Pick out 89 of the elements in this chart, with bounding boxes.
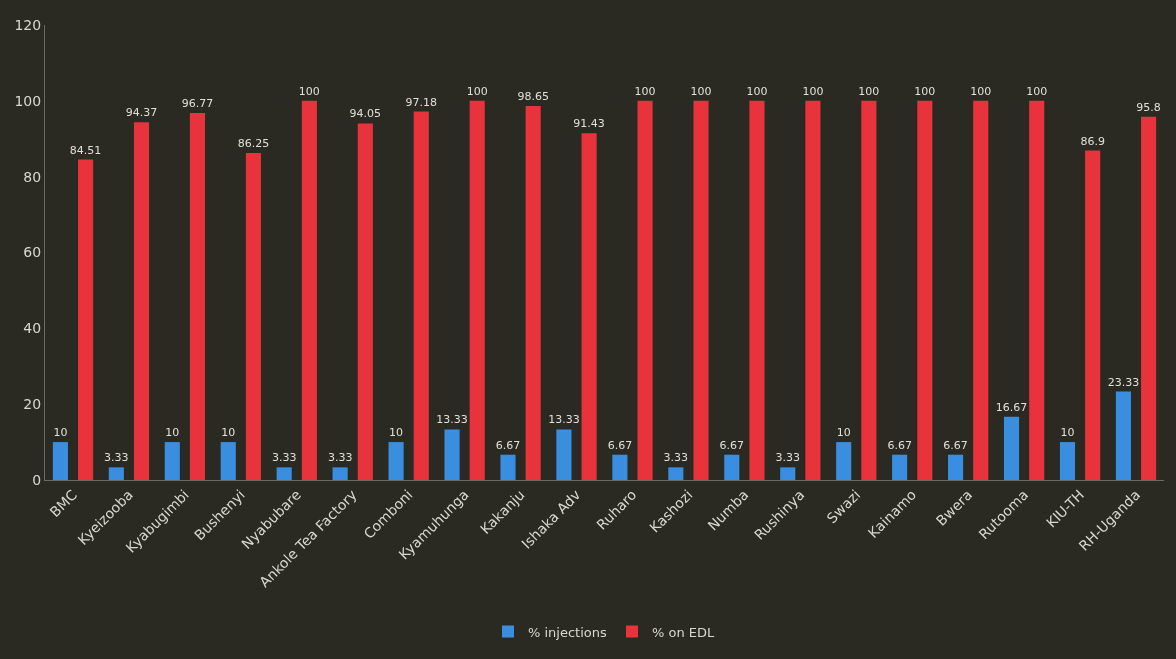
bar xyxy=(332,467,348,480)
bar xyxy=(189,113,206,480)
bar xyxy=(164,442,180,480)
bar xyxy=(973,100,989,480)
bar xyxy=(668,467,684,480)
bar xyxy=(612,454,628,480)
bar xyxy=(1003,416,1020,480)
data-label: 10 xyxy=(165,426,180,440)
bar xyxy=(693,100,709,480)
data-label: 94.05 xyxy=(349,107,382,121)
data-label: 10 xyxy=(836,426,851,440)
data-label: 3.33 xyxy=(663,451,689,465)
y-tick-label: 100 xyxy=(14,92,42,109)
data-label: 91.43 xyxy=(573,117,605,131)
data-label: 98.65 xyxy=(517,89,549,103)
bar xyxy=(301,100,317,480)
data-label: 100 xyxy=(802,84,824,98)
bar xyxy=(581,133,597,480)
data-label: 86.9 xyxy=(1080,134,1105,148)
data-label: 6.67 xyxy=(943,438,968,452)
data-label: 23.33 xyxy=(1107,375,1140,389)
bar xyxy=(108,467,124,480)
data-label: 96.77 xyxy=(181,97,214,111)
y-tick-label: 80 xyxy=(23,168,42,185)
data-label: 100 xyxy=(970,84,992,98)
y-tick-label: 20 xyxy=(23,396,42,413)
data-label: 100 xyxy=(634,84,656,98)
data-label: 6.67 xyxy=(607,438,633,452)
data-label: 100 xyxy=(298,84,320,98)
bar xyxy=(892,454,908,480)
data-label: 13.33 xyxy=(548,413,580,427)
bar xyxy=(780,467,796,480)
bar xyxy=(52,442,68,480)
bar xyxy=(388,442,404,480)
bar xyxy=(500,454,516,480)
bar xyxy=(556,429,572,480)
data-label: 10 xyxy=(389,426,404,440)
bar xyxy=(444,429,460,480)
data-label: 95.8 xyxy=(1136,100,1161,114)
data-label: 100 xyxy=(690,84,712,98)
data-label: 6.67 xyxy=(887,438,912,452)
bar xyxy=(1029,100,1045,480)
bar xyxy=(133,122,150,480)
bar xyxy=(1115,391,1131,480)
data-label: 13.33 xyxy=(436,413,468,427)
data-label: 16.67 xyxy=(995,400,1028,414)
data-label: 3.33 xyxy=(104,451,129,465)
data-label: 3.33 xyxy=(775,451,800,465)
bar xyxy=(637,100,653,480)
data-label: 6.67 xyxy=(495,438,521,452)
data-label: 100 xyxy=(466,84,488,98)
bar xyxy=(78,159,94,480)
data-label: 86.25 xyxy=(237,136,270,150)
bar xyxy=(917,100,933,480)
legend-label: % injections xyxy=(528,624,607,640)
data-label: 94.37 xyxy=(125,106,158,120)
bar xyxy=(220,442,236,480)
bar xyxy=(413,111,429,480)
y-tick-label: 0 xyxy=(32,471,42,488)
bar xyxy=(469,100,485,480)
data-label: 100 xyxy=(858,84,880,98)
legend-label: % on EDL xyxy=(652,624,716,640)
data-label: 100 xyxy=(1026,84,1048,98)
data-label: 3.33 xyxy=(327,451,353,465)
data-label: 100 xyxy=(914,84,936,98)
bar xyxy=(749,100,765,480)
y-tick-label: 120 xyxy=(14,16,42,33)
data-label: 97.18 xyxy=(405,95,438,109)
bar xyxy=(724,454,740,480)
bar xyxy=(1059,442,1076,480)
bar xyxy=(805,100,821,480)
bar xyxy=(357,123,373,480)
data-label: 100 xyxy=(746,84,768,98)
bar xyxy=(245,152,261,480)
bar xyxy=(525,105,541,480)
bar xyxy=(948,454,964,480)
data-label: 3.33 xyxy=(271,451,297,465)
data-label: 10 xyxy=(53,426,68,440)
data-label: 10 xyxy=(1060,426,1075,440)
data-label: 6.67 xyxy=(719,438,745,452)
bar xyxy=(1141,116,1157,480)
bar xyxy=(276,467,292,480)
bar xyxy=(1085,150,1101,480)
bar xyxy=(861,100,877,480)
bar xyxy=(836,442,852,480)
data-label: 10 xyxy=(221,426,236,440)
data-label: 84.51 xyxy=(69,143,102,157)
y-tick-label: 40 xyxy=(23,320,42,337)
y-tick-label: 60 xyxy=(23,244,42,261)
